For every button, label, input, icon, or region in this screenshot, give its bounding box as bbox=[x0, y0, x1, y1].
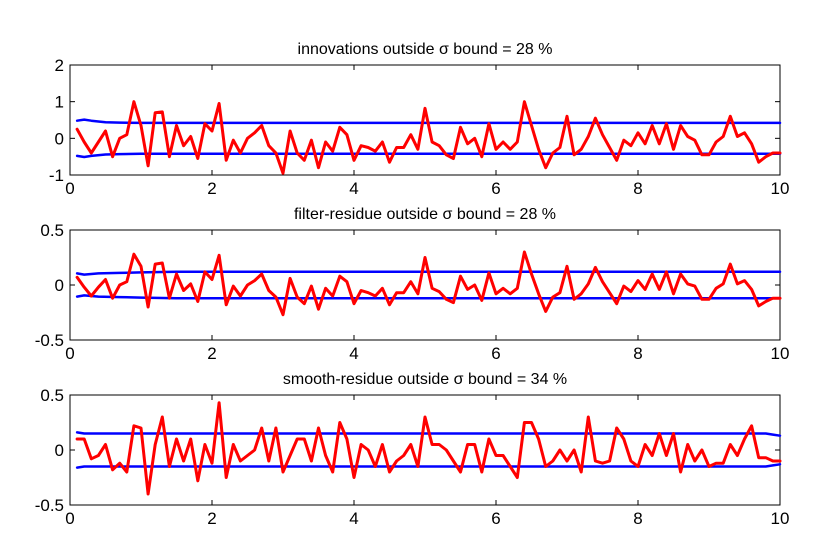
x-tick-label: 6 bbox=[491, 179, 500, 198]
x-tick-label: 4 bbox=[349, 509, 358, 528]
y-tick-label: -1 bbox=[49, 166, 64, 185]
x-tick-label: 4 bbox=[349, 344, 358, 363]
subplot-title: filter-residue outside σ bound = 28 % bbox=[294, 206, 556, 223]
residual-series-line bbox=[75, 250, 782, 317]
x-tick-label: 2 bbox=[207, 179, 216, 198]
axes-box bbox=[69, 64, 781, 176]
y-tick-label: 0.5 bbox=[40, 221, 64, 240]
ticks: 0 2 4 6 8 10-0.500.5 bbox=[35, 386, 790, 528]
x-tick-label: 10 bbox=[771, 179, 790, 198]
residual-series-line bbox=[75, 100, 782, 175]
x-tick-label: 8 bbox=[633, 344, 642, 363]
x-tick-label: 10 bbox=[771, 344, 790, 363]
y-tick-label: -0.5 bbox=[35, 331, 64, 350]
series-layer bbox=[75, 401, 782, 496]
x-tick-label: 8 bbox=[633, 509, 642, 528]
y-tick-label: 2 bbox=[55, 56, 64, 75]
subplot-title: smooth-residue outside σ bound = 34 % bbox=[283, 371, 567, 388]
x-tick-label: 4 bbox=[349, 179, 358, 198]
subplot-innovations: innovations outside σ bound = 28 % 0 2 4 6 8… bbox=[49, 41, 790, 198]
subplot-smooth-residue: smooth-residue outside σ bound = 34 % 0 2… bbox=[35, 371, 790, 528]
residual-series-line bbox=[75, 401, 782, 496]
x-tick-label: 0 bbox=[65, 344, 74, 363]
x-tick-label: 0 bbox=[65, 179, 74, 198]
ticks: 0 2 4 6 8 10-0.500.5 bbox=[35, 221, 790, 363]
y-tick-label: -0.5 bbox=[35, 496, 64, 515]
x-tick-label: 0 bbox=[65, 509, 74, 528]
series-layer bbox=[75, 100, 782, 175]
sigma-bound-line bbox=[75, 118, 782, 125]
x-tick-label: 2 bbox=[207, 509, 216, 528]
y-tick-label: 0 bbox=[55, 276, 64, 295]
sigma-bound-line bbox=[75, 294, 782, 300]
subplot-title: innovations outside σ bound = 28 % bbox=[298, 41, 553, 58]
x-tick-label: 2 bbox=[207, 344, 216, 363]
axes-box bbox=[69, 394, 781, 506]
x-tick-label: 10 bbox=[771, 509, 790, 528]
y-tick-label: 0 bbox=[55, 129, 64, 148]
sigma-bound-line bbox=[75, 431, 782, 437]
series-layer bbox=[75, 250, 782, 317]
x-tick-label: 6 bbox=[491, 344, 500, 363]
subplot-filter-residue: filter-residue outside σ bound = 28 % 0 2… bbox=[35, 206, 790, 363]
y-tick-label: 1 bbox=[55, 93, 64, 112]
y-tick-label: 0.5 bbox=[40, 386, 64, 405]
x-tick-label: 8 bbox=[633, 179, 642, 198]
x-tick-label: 6 bbox=[491, 509, 500, 528]
axes-box bbox=[69, 229, 781, 341]
y-tick-label: 0 bbox=[55, 441, 64, 460]
